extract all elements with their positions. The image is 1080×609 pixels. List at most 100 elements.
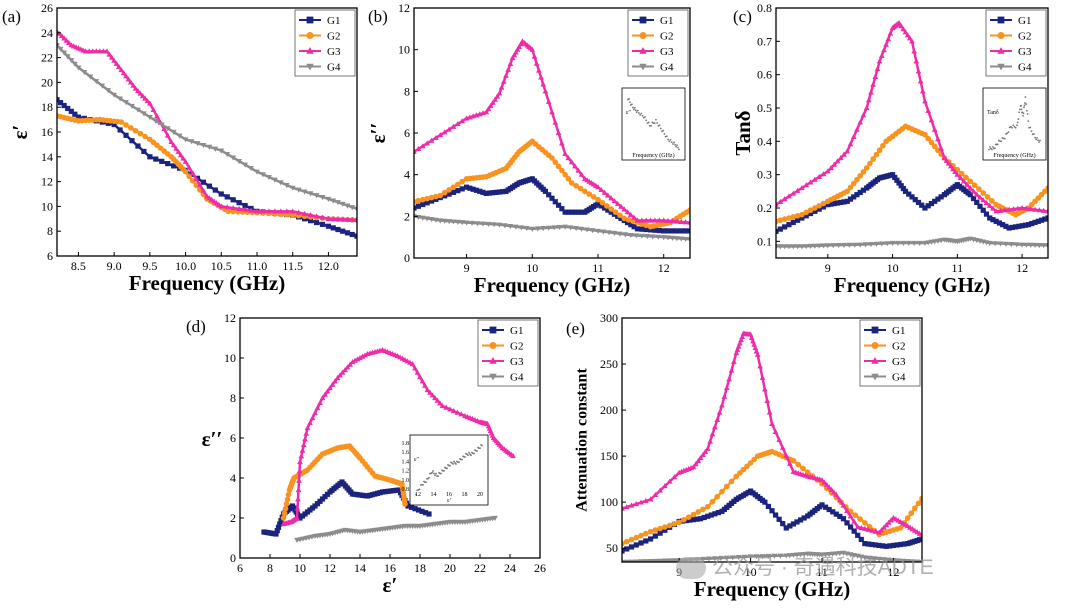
data-point-G2 — [142, 133, 148, 140]
data-point-G3 — [173, 145, 179, 151]
data-point-G4 — [441, 218, 448, 224]
inset-point — [1020, 108, 1023, 111]
panel-c: 9 10 11 12 0.1 0.2 0.3 0.4 0.5 0.6 0.7 0.8 Frequency… — [731, 1, 1049, 297]
data-point-G4 — [986, 240, 993, 246]
data-point-G3 — [186, 164, 193, 170]
inset-point — [630, 103, 633, 106]
data-point-G3 — [517, 41, 524, 47]
data-point-G4 — [647, 558, 654, 562]
wechat-icon — [676, 557, 706, 580]
legend: G1 G2 G3 G4 — [985, 9, 1047, 77]
data-point-G4 — [657, 558, 663, 562]
data-point-G3 — [896, 20, 902, 26]
data-point-G3 — [608, 195, 615, 201]
data-point-G2 — [790, 457, 797, 464]
legend: G1 G2 G3 G4 — [294, 9, 356, 77]
data-point-G3 — [973, 191, 980, 197]
inset-point — [1013, 125, 1016, 128]
x-tick-label: 9 — [825, 261, 831, 275]
data-point-G3 — [299, 447, 306, 453]
legend: G1 G2 G3 G4 — [477, 319, 539, 387]
data-point-G3 — [757, 363, 763, 369]
inset-point — [453, 460, 455, 463]
inset-y-title: ε′′ — [626, 110, 632, 116]
data-point-G4 — [1023, 242, 1030, 248]
data-point-G3 — [347, 361, 353, 367]
inset-x-tick-label: 12 — [415, 492, 421, 498]
inset-point — [415, 493, 417, 496]
data-point-G3 — [294, 505, 301, 511]
data-point-G3 — [671, 474, 678, 480]
data-point-G1 — [652, 227, 658, 233]
data-point-G4 — [862, 242, 869, 248]
data-point-G3 — [248, 207, 254, 213]
data-point-G2 — [433, 193, 439, 200]
data-point-G2 — [282, 505, 289, 512]
data-point-G4 — [900, 558, 906, 562]
data-point-G3 — [945, 160, 952, 166]
data-point-G3 — [314, 405, 321, 411]
data-point-G4 — [861, 555, 868, 561]
data-point-G4 — [786, 244, 792, 250]
data-point-G3 — [841, 151, 847, 157]
inset-point — [641, 114, 644, 117]
data-point-G2 — [450, 184, 457, 190]
data-point-G3 — [690, 464, 697, 470]
data-point-G3 — [601, 189, 608, 195]
data-point-G2 — [850, 180, 857, 187]
data-point-G3 — [295, 487, 302, 493]
data-point-G4 — [1040, 243, 1047, 249]
data-point-G4 — [617, 231, 623, 237]
inset-y-tick-label: 1.6 — [402, 450, 410, 456]
inset-point — [677, 146, 679, 149]
data-point-G3 — [967, 185, 974, 191]
data-point-G2 — [687, 207, 690, 213]
data-point-G4 — [424, 216, 431, 222]
data-point-G2 — [976, 186, 982, 192]
legend-marker-G4 — [871, 373, 879, 381]
data-point-G1 — [123, 132, 129, 138]
panel-label: (d) — [186, 317, 206, 336]
data-point-G2 — [555, 163, 562, 170]
inset-point — [993, 147, 996, 150]
y-tick-label: 0.1 — [757, 234, 772, 248]
data-point-G4 — [661, 558, 668, 562]
data-point-G1 — [674, 228, 680, 234]
legend-marker-G3 — [489, 357, 497, 364]
data-point-G4 — [111, 92, 118, 98]
data-point-G4 — [93, 79, 100, 85]
data-point-G4 — [212, 146, 219, 152]
data-point-G3 — [887, 30, 894, 36]
data-point-G3 — [344, 364, 351, 370]
data-point-G3 — [266, 208, 272, 214]
data-point-G2 — [647, 528, 654, 535]
data-point-G3 — [678, 218, 685, 224]
data-point-G4 — [330, 198, 337, 204]
data-point-G4 — [895, 240, 901, 246]
inset-point — [667, 138, 669, 141]
data-point-G1 — [669, 228, 676, 234]
data-point-G2 — [455, 181, 461, 188]
data-point-G3 — [339, 369, 346, 375]
data-point-G3 — [844, 148, 851, 154]
inset-point — [645, 119, 648, 122]
data-point-G4 — [881, 557, 887, 562]
data-point-G3 — [624, 209, 631, 215]
data-point-G4 — [313, 193, 320, 199]
y-tick-label: 0.8 — [757, 1, 772, 15]
x-tick-label: 9.5 — [142, 259, 157, 273]
data-point-G4 — [997, 241, 1004, 247]
data-point-G1 — [643, 538, 649, 544]
legend: G1 G2 G3 G4 — [859, 319, 921, 387]
data-point-G4 — [301, 189, 308, 195]
data-point-G2 — [132, 127, 139, 134]
data-point-G2 — [676, 519, 682, 526]
data-point-G3 — [711, 424, 718, 430]
data-point-G3 — [137, 90, 144, 96]
data-point-G3 — [707, 438, 713, 444]
data-point-G1 — [652, 533, 658, 539]
data-point-G3 — [412, 365, 418, 371]
panel-label: (a) — [2, 7, 21, 26]
data-point-G4 — [534, 226, 541, 232]
data-point-G2 — [562, 171, 568, 178]
